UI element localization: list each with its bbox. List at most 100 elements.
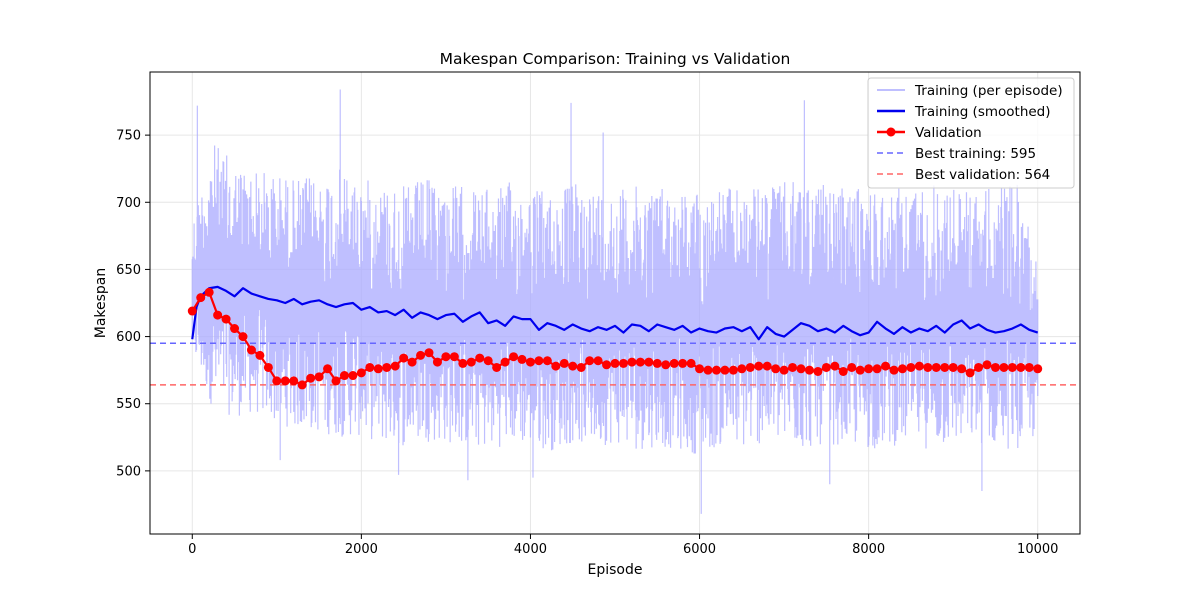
validation-point [703, 365, 713, 375]
validation-point [847, 362, 857, 372]
validation-point [1016, 362, 1026, 372]
validation-point [669, 358, 679, 368]
validation-point [771, 364, 781, 374]
validation-point [221, 314, 231, 324]
validation-point [593, 356, 603, 366]
validation-point [618, 358, 628, 368]
validation-point [483, 356, 493, 366]
validation-point [323, 364, 333, 374]
validation-point [458, 358, 468, 368]
validation-point [940, 362, 950, 372]
validation-point [711, 365, 721, 375]
validation-point [213, 310, 223, 320]
validation-point [830, 361, 840, 371]
validation-point [449, 352, 459, 362]
validation-point [881, 361, 891, 371]
chart-title: Makespan Comparison: Training vs Validat… [440, 50, 791, 68]
validation-point [585, 356, 595, 366]
validation-point [432, 357, 442, 367]
validation-point [339, 371, 349, 381]
validation-series [187, 287, 1043, 390]
x-tick-label: 0 [188, 542, 196, 557]
validation-point [957, 364, 967, 374]
validation-point [610, 358, 620, 368]
validation-point [348, 371, 358, 381]
validation-point [644, 357, 654, 367]
x-tick-label: 6000 [683, 542, 716, 557]
x-tick-label: 8000 [852, 542, 885, 557]
validation-point [238, 332, 248, 342]
validation-point [407, 357, 417, 367]
validation-point [982, 360, 992, 370]
validation-point [864, 364, 874, 374]
validation-point [872, 364, 882, 374]
y-tick-label: 600 [116, 330, 141, 345]
validation-point [356, 368, 366, 378]
validation-point [492, 362, 502, 372]
validation-point [838, 366, 848, 376]
validation-point [424, 348, 434, 358]
y-axis-label: Makespan [93, 268, 109, 339]
validation-point [204, 287, 214, 297]
legend-box [867, 77, 1075, 189]
legend-swatch-validation-marker [886, 127, 896, 137]
x-axis-ticks: 0 2000 4000 6000 8000 10000 [188, 534, 1058, 557]
validation-point [737, 364, 747, 374]
validation-point [821, 362, 831, 372]
validation-point [965, 368, 975, 378]
validation-point [804, 365, 814, 375]
validation-point [678, 358, 688, 368]
x-axis-label: Episode [588, 562, 643, 578]
training-smoothed-line [191, 285, 1039, 341]
validation-point [306, 373, 316, 383]
validation-point [788, 362, 798, 372]
validation-point [779, 365, 789, 375]
training-smoothed-series [191, 285, 1039, 341]
validation-point [230, 324, 240, 334]
validation-point [923, 362, 933, 372]
validation-point [754, 361, 764, 371]
validation-point [931, 362, 941, 372]
validation-point [187, 306, 197, 316]
validation-point [314, 372, 324, 382]
validation-point [525, 357, 535, 367]
validation-point [441, 352, 451, 362]
validation-point [745, 362, 755, 372]
validation-point [280, 376, 290, 386]
validation-point [373, 364, 383, 374]
validation-point [855, 365, 865, 375]
y-tick-label: 650 [116, 263, 141, 278]
validation-point [990, 362, 1000, 372]
validation-point [416, 350, 426, 360]
x-tick-label: 10000 [1017, 542, 1058, 557]
validation-point [720, 365, 730, 375]
validation-point [263, 362, 273, 372]
validation-point [728, 365, 738, 375]
validation-point [551, 361, 561, 371]
validation-point [762, 361, 772, 371]
y-axis-ticks: 500 550 600 650 700 750 [116, 129, 150, 479]
validation-point [255, 350, 265, 360]
validation-point [627, 357, 637, 367]
validation-point [500, 357, 510, 367]
validation-point [914, 361, 924, 371]
validation-point [897, 364, 907, 374]
validation-point [568, 361, 578, 371]
validation-point [974, 362, 984, 372]
validation-point [246, 345, 256, 355]
validation-point [542, 356, 552, 366]
plot-frame [149, 71, 1081, 535]
legend-label-best-training: Best training: 595 [915, 146, 1036, 162]
validation-point [889, 365, 899, 375]
validation-point [475, 353, 485, 363]
validation-point [661, 360, 671, 370]
validation-point [652, 358, 662, 368]
validation-point [813, 366, 823, 376]
legend-label-best-validation: Best validation: 564 [915, 167, 1050, 183]
validation-point [399, 353, 409, 363]
validation-point [906, 362, 916, 372]
validation-point [509, 352, 519, 362]
validation-point [289, 376, 299, 386]
validation-point [1007, 362, 1017, 372]
validation-point [297, 380, 307, 390]
